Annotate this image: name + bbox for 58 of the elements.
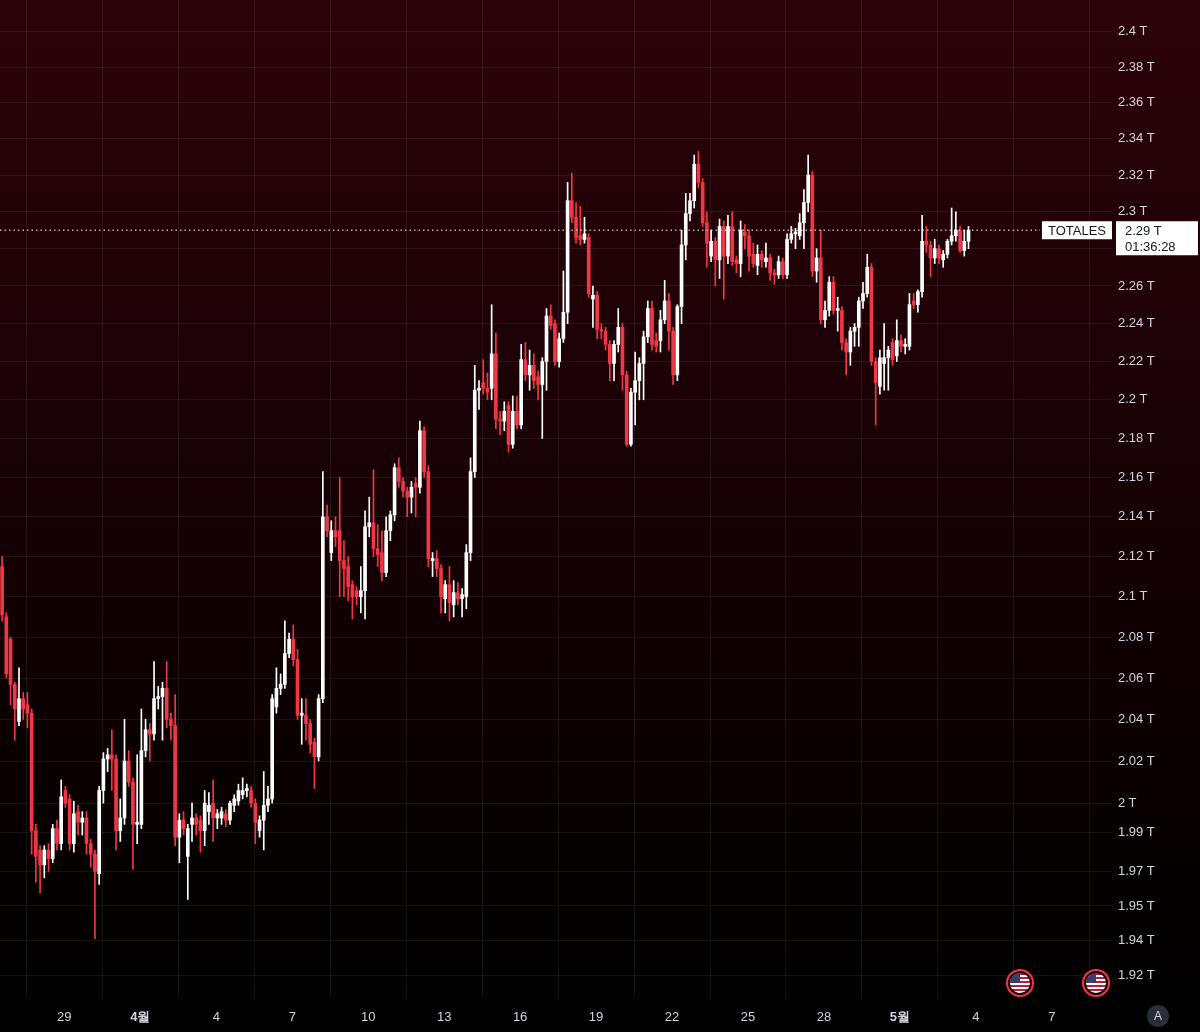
y-tick-label: 2.08 T [1118,628,1155,644]
y-tick-label: 2.12 T [1118,548,1155,564]
y-tick-label: 2.18 T [1118,430,1155,446]
x-tick-label: 4 [972,1009,980,1025]
x-tick-label: 7 [1048,1009,1056,1025]
candlestick [924,226,929,253]
candlestick [578,205,583,246]
x-tick-label: 13 [436,1009,452,1025]
y-tick-label: 2.3 T [1118,203,1148,219]
y-tick-label: 2.4 T [1118,23,1148,39]
x-tick-label: 29 [57,1009,72,1025]
y-tick-label: 2.2 T [1118,391,1148,407]
y-tick-label: 2.16 T [1118,469,1155,485]
candlestick [211,779,215,842]
y-tick-label: 1.92 T [1118,967,1155,983]
x-tick-label: 16 [512,1009,528,1025]
y-tick-label: 2.06 T [1118,669,1155,685]
x-tick-label: 19 [588,1009,604,1025]
x-tick-label: 4월 [130,1009,151,1025]
y-tick-label: 1.94 T [1118,932,1155,948]
candlestick [245,783,249,798]
text: 01:36:28 [1125,238,1176,254]
candlestick [764,242,768,268]
x-tick-label: 25 [740,1009,756,1025]
candlestick [882,323,886,391]
candlestick [147,723,152,762]
ref-line-label: TOTALES [1047,222,1107,238]
x-tick-label: 5월 [889,1009,911,1025]
candlestick [481,359,486,395]
x-tick-label: 7 [288,1009,296,1025]
y-tick-label: 2.04 T [1118,710,1155,726]
y-tick-label: 2.26 T [1118,277,1155,293]
text: 2.29 T [1125,222,1162,238]
x-tick-label: 4 [212,1009,220,1025]
candlestick [591,285,595,328]
y-tick-label: 1.97 T [1118,862,1155,878]
candlestick [835,296,840,332]
candlestick [80,811,85,836]
x-tick-label: 10 [360,1009,376,1025]
y-tick-label: 2.34 T [1118,130,1155,146]
y-tick-label: 1.95 T [1118,897,1155,913]
y-tick-label: 2.32 T [1118,166,1155,182]
y-tick-label: 2.14 T [1118,508,1155,524]
y-tick-label: 2.02 T [1118,752,1155,768]
auto-scale-button: A [1147,1005,1169,1027]
x-tick-label: 28 [816,1009,832,1025]
y-tick-label: 2.22 T [1118,353,1155,369]
y-tick-label: 2 T [1118,794,1137,810]
y-tick-label: 2.38 T [1118,58,1155,74]
candlestick [135,754,139,844]
y-tick-label: 1.99 T [1118,824,1155,840]
candlestick [413,477,418,518]
x-tick-label: 22 [664,1009,680,1025]
candlestick [261,771,266,851]
y-tick-label: 2.1 T [1118,588,1148,604]
y-tick-label: 2.24 T [1118,315,1155,331]
y-tick-label: 2.36 T [1118,94,1155,110]
candlestick [299,698,304,745]
